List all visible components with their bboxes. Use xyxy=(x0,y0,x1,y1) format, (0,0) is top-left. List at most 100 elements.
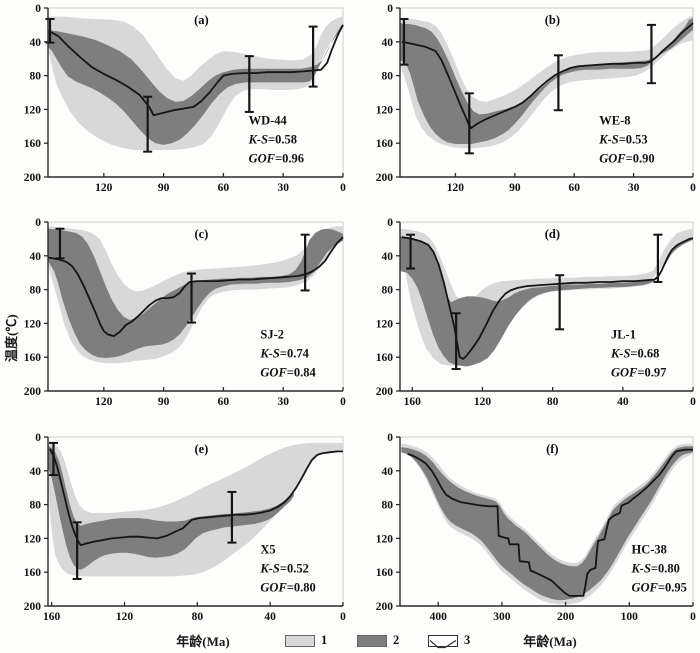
y-tick-label: 200 xyxy=(24,386,42,398)
x-tick-label: 0 xyxy=(340,182,346,194)
y-tick-label: 120 xyxy=(376,533,394,545)
panel-letter: (f) xyxy=(546,442,559,456)
error-bar xyxy=(143,95,153,153)
y-tick-label: 120 xyxy=(24,533,42,545)
y-tick-label: 0 xyxy=(387,3,393,15)
x-tick-label: 0 xyxy=(690,611,696,623)
panel-f: 0 40 80 120 160 200 400 300 200 100 0 (f) HC-38 K-S=0… xyxy=(376,432,696,623)
error-bar xyxy=(399,17,409,66)
x-tick-label: 120 xyxy=(95,182,113,194)
error-bar xyxy=(72,521,82,580)
error-bar xyxy=(464,92,474,155)
y-tick-label: 80 xyxy=(30,71,42,83)
good-fit-region xyxy=(48,228,343,358)
legend-item-good-fit: 2 xyxy=(357,633,399,648)
best-fit-line xyxy=(401,22,694,129)
sample-name: JL-1 xyxy=(611,328,636,342)
x-tick-label: 400 xyxy=(430,611,448,623)
fit-statistic: GOF=0.84 xyxy=(260,366,316,380)
y-tick-label: 40 xyxy=(382,466,394,478)
y-tick-label: 120 xyxy=(24,104,42,116)
y-tick-label: 0 xyxy=(35,217,41,229)
x-tick-label: 90 xyxy=(158,396,170,408)
y-tick-label: 160 xyxy=(376,352,394,364)
fit-statistic: K-S=0.80 xyxy=(630,562,679,576)
x-tick-label: 30 xyxy=(628,182,640,194)
y-tick-label: 200 xyxy=(376,172,394,184)
best-fit-line-glyph xyxy=(429,639,457,648)
y-tick-label: 80 xyxy=(382,71,394,83)
y-tick-label: 200 xyxy=(24,601,42,613)
best-fit-line xyxy=(49,24,344,117)
y-tick-label: 0 xyxy=(387,217,393,229)
error-bar xyxy=(646,23,656,85)
y-tick-label: 40 xyxy=(30,37,42,49)
error-bar xyxy=(187,272,197,324)
y-tick-label: 40 xyxy=(382,251,394,263)
x-tick-label: 120 xyxy=(447,182,465,194)
error-bar xyxy=(555,274,565,331)
good-fit-swatch xyxy=(357,634,387,647)
y-tick-label: 80 xyxy=(30,500,42,512)
y-tick-label: 200 xyxy=(376,601,394,613)
error-bar xyxy=(406,233,416,270)
sample-name: WE-8 xyxy=(599,114,630,128)
good-fit-region xyxy=(400,18,693,145)
best-fit-line xyxy=(47,236,344,338)
x-tick-label: 200 xyxy=(557,611,575,623)
panel-letter: (b) xyxy=(545,13,560,27)
legend-label: 1 xyxy=(321,633,328,647)
y-tick-label: 160 xyxy=(24,567,42,579)
y-tick-label: 40 xyxy=(30,251,42,263)
y-tick-label: 120 xyxy=(376,318,394,330)
panel-c: 0 40 80 120 160 200 120 90 60 30 0 (c) SJ-2 K-S=0.74 G… xyxy=(24,217,346,408)
best-fit-line xyxy=(401,236,694,360)
x-tick-label: 30 xyxy=(277,182,289,194)
y-tick-label: 0 xyxy=(35,432,41,444)
legend-item-acceptable-fit: 1 xyxy=(285,633,327,648)
x-tick-label: 60 xyxy=(218,396,230,408)
y-tick-label: 80 xyxy=(382,285,394,297)
legend-label: 3 xyxy=(464,633,471,647)
fit-statistic: K-S=0.53 xyxy=(598,133,647,147)
fit-statistic: K-S=0.68 xyxy=(610,347,659,361)
x-tick-label: 120 xyxy=(116,611,134,623)
error-bar xyxy=(45,17,55,44)
x-axis-title-right: 年龄(Ma) xyxy=(523,634,577,649)
panel-letter: (a) xyxy=(194,13,209,27)
x-tick-label: 40 xyxy=(617,396,629,408)
y-axis-title: 温度(℃) xyxy=(4,314,19,362)
x-tick-label: 300 xyxy=(493,611,511,623)
best-fit-line-swatch xyxy=(428,634,458,648)
x-tick-label: 0 xyxy=(340,611,346,623)
good-fit-region xyxy=(48,23,343,145)
sample-name: SJ-2 xyxy=(260,328,284,342)
error-bar xyxy=(300,233,310,292)
y-tick-label: 40 xyxy=(382,37,394,49)
legend-label: 2 xyxy=(393,633,400,647)
sample-name: X5 xyxy=(260,543,275,557)
x-tick-label: 40 xyxy=(264,611,276,623)
best-fit-line xyxy=(407,448,693,597)
fit-statistic: GOF=0.80 xyxy=(260,581,315,595)
sample-name: WD-44 xyxy=(249,114,288,128)
y-tick-label: 0 xyxy=(35,3,41,15)
y-tick-label: 120 xyxy=(376,104,394,116)
x-tick-label: 80 xyxy=(547,396,559,408)
fit-statistic: K-S=0.58 xyxy=(248,133,297,147)
error-bar xyxy=(308,25,318,88)
y-tick-label: 80 xyxy=(30,285,42,297)
x-tick-label: 120 xyxy=(95,396,113,408)
y-tick-label: 160 xyxy=(24,138,42,150)
good-fit-region xyxy=(400,236,693,367)
y-tick-label: 200 xyxy=(24,172,42,184)
acceptable-fit-region xyxy=(48,16,343,150)
acceptable-fit-swatch xyxy=(285,634,315,647)
panel-letter: (c) xyxy=(194,227,208,241)
x-tick-label: 100 xyxy=(621,611,639,623)
y-tick-label: 200 xyxy=(376,386,394,398)
error-bar xyxy=(55,227,65,260)
